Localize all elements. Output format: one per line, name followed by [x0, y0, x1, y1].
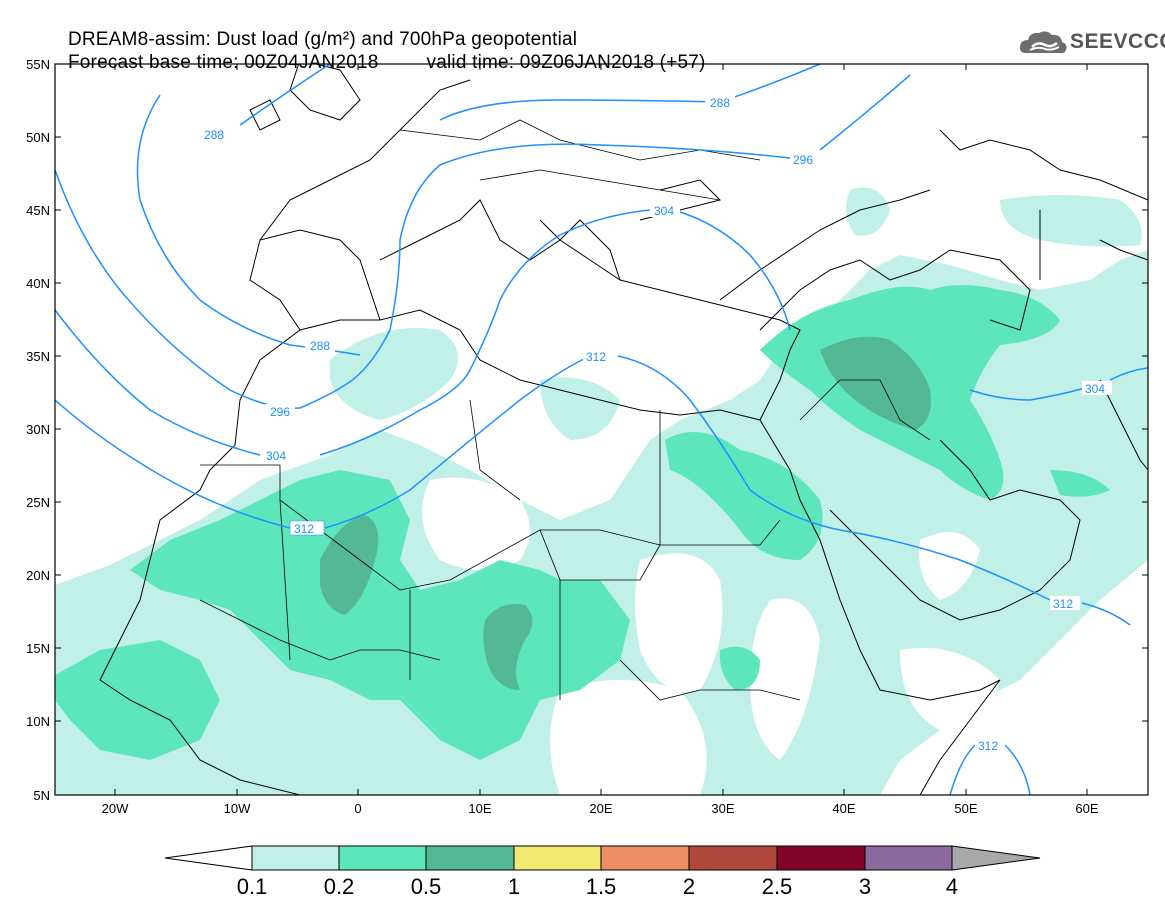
colorbar-segment	[600, 845, 690, 871]
colorbar-label: 4	[946, 874, 958, 899]
colorbar-segment	[513, 845, 602, 871]
lat-label: 55N	[26, 57, 50, 72]
colorbar-segment	[338, 845, 427, 871]
lat-label: 25N	[26, 495, 50, 510]
lon-label: 60E	[1075, 801, 1098, 816]
seevccc-logo: SEEVCCC	[1018, 27, 1165, 57]
colorbar-label: 3	[859, 874, 871, 899]
lat-label: 45N	[26, 203, 50, 218]
dust-free-areas	[422, 477, 1000, 795]
logo-text: SEEVCCC	[1070, 30, 1165, 53]
contour-label-304: 304	[266, 449, 286, 463]
coastlines	[99, 64, 1148, 795]
colorbar: 0.1 0.2 0.5 1 1.5 2 2.5 3 4	[164, 845, 1041, 899]
lat-label: 5N	[33, 788, 50, 803]
contour-label-296: 296	[793, 153, 813, 167]
contour-label-312: 312	[294, 522, 314, 536]
lon-label: 10E	[468, 801, 491, 816]
colorbar-label: 2	[683, 874, 695, 899]
valid-time: valid time: 09Z06JAN2018 (+57)	[426, 52, 706, 73]
lon-label: 20E	[589, 801, 612, 816]
colorbar-label: 0.2	[324, 874, 355, 899]
lat-label: 10N	[26, 714, 50, 729]
contour-label-288: 288	[310, 339, 330, 353]
base-time: Forecast base time: 00Z04JAN2018	[67, 52, 379, 73]
contour-labels: 288 288 288 296 296 304 304 304 312 312 …	[199, 95, 1112, 753]
colorbar-segment	[776, 845, 866, 871]
dust-mid-areas	[55, 285, 1110, 760]
lat-label: 30N	[26, 422, 50, 437]
colorbar-segment	[688, 845, 778, 871]
contour-label-296: 296	[270, 405, 290, 419]
longitude-labels: 20W 10W 0 10E 20E 30E 40E 50E 60E	[102, 801, 1099, 816]
lat-label: 50N	[26, 130, 50, 145]
colorbar-segment	[251, 845, 340, 871]
contour-label-312: 312	[586, 350, 606, 364]
colorbar-label: 1	[508, 874, 520, 899]
lon-label: 20W	[102, 801, 129, 816]
contour-label-288: 288	[710, 96, 730, 110]
geopotential-contours	[55, 64, 1148, 795]
colorbar-label: 0.5	[411, 874, 442, 899]
lon-label: 40E	[832, 801, 855, 816]
axis-ticks	[55, 63, 1148, 796]
latitude-labels: 55N 50N 45N 40N 35N 30N 25N 20N 15N 10N …	[26, 57, 50, 803]
colorbar-left-triangle	[164, 845, 253, 871]
colorbar-label: 2.5	[762, 874, 793, 899]
contour-label-312: 312	[1053, 597, 1073, 611]
map-title: DREAM8-assim: Dust load (g/m²) and 700hP…	[57, 10, 577, 50]
contour-label-312: 312	[978, 739, 998, 753]
lon-label: 0	[354, 801, 361, 816]
colorbar-label: 1.5	[586, 874, 617, 899]
colorbar-label: 0.1	[237, 874, 268, 899]
colorbar-segment	[425, 845, 515, 871]
lat-label: 15N	[26, 641, 50, 656]
map-subtitle: Forecast base time: 00Z04JAN2018 valid ti…	[57, 33, 706, 73]
title-text: DREAM8-assim: Dust load (g/m²) and 700hP…	[67, 29, 578, 50]
cloud-icon	[1019, 31, 1067, 54]
colorbar-segment	[864, 845, 953, 871]
lat-label: 35N	[26, 349, 50, 364]
contour-label-304: 304	[1085, 382, 1105, 396]
colorbar-right-triangle	[951, 845, 1041, 871]
contour-label-288: 288	[204, 128, 224, 142]
map-content: 288 288 288 296 296 304 304 304 312 312 …	[55, 64, 1148, 795]
dust-high-areas	[320, 336, 931, 690]
lat-label: 40N	[26, 276, 50, 291]
lon-label: 30E	[711, 801, 734, 816]
lat-label: 20N	[26, 568, 50, 583]
lon-label: 10W	[224, 801, 251, 816]
contour-label-304: 304	[654, 204, 674, 218]
lon-label: 50E	[954, 801, 977, 816]
